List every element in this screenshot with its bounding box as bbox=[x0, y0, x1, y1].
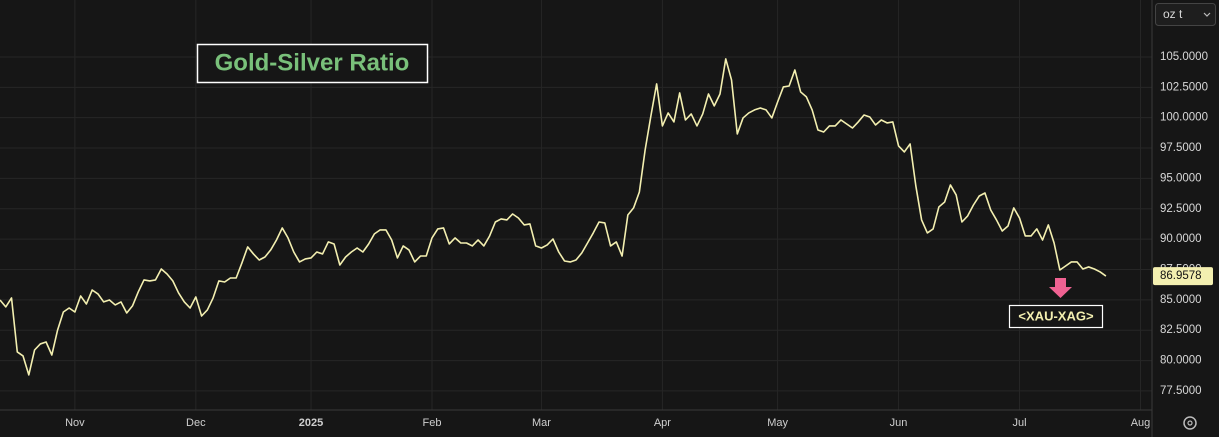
y-tick-label: 85.0000 bbox=[1160, 294, 1202, 306]
x-tick-label: Aug bbox=[1131, 417, 1151, 429]
arrow-icon bbox=[1049, 278, 1072, 298]
unit-label: oz t bbox=[1163, 7, 1183, 21]
title-box bbox=[196, 43, 429, 84]
settings-button[interactable] bbox=[1183, 416, 1197, 430]
y-tick-label: 95.0000 bbox=[1160, 172, 1202, 184]
x-tick-label: 2025 bbox=[299, 417, 323, 429]
y-tick-label: 92.5000 bbox=[1160, 203, 1202, 215]
annotation-box bbox=[1008, 304, 1104, 329]
plot bbox=[0, 58, 1107, 376]
x-tick-label: Mar bbox=[532, 417, 551, 429]
x-tick-label: Jun bbox=[890, 417, 908, 429]
y-tick-label: 82.5000 bbox=[1160, 324, 1202, 336]
x-tick-label: Nov bbox=[65, 417, 85, 429]
last-value-tag bbox=[1153, 267, 1213, 286]
x-tick-label: Feb bbox=[423, 417, 442, 429]
y-tick-label: 100.0000 bbox=[1160, 112, 1208, 124]
annotation: <XAU-XAG> bbox=[1018, 308, 1094, 323]
line-series bbox=[0, 58, 1107, 376]
unit-dropdown[interactable] bbox=[1155, 3, 1216, 26]
x-tick-label: Jul bbox=[1012, 417, 1026, 429]
x-tick-label: Apr bbox=[654, 417, 671, 429]
dropdown-chevron bbox=[1203, 12, 1211, 17]
y-tick-label: 90.0000 bbox=[1160, 233, 1202, 245]
y-tick-label: 80.0000 bbox=[1160, 355, 1202, 367]
grid bbox=[0, 0, 1152, 410]
y-tick-label: 102.5000 bbox=[1160, 81, 1208, 93]
settings-icon-center bbox=[1187, 420, 1193, 426]
y-tick-label: 77.5000 bbox=[1160, 385, 1202, 397]
y-tick-label: 105.0000 bbox=[1160, 51, 1208, 63]
x-tick-label: May bbox=[767, 417, 788, 429]
last-value-label: 86.9578 bbox=[1160, 270, 1202, 282]
settings-icon bbox=[1183, 416, 1197, 430]
y-tick-label: 97.5000 bbox=[1160, 142, 1202, 154]
chart-title: Gold-Silver Ratio bbox=[215, 49, 410, 76]
x-tick-label: Dec bbox=[186, 417, 206, 429]
